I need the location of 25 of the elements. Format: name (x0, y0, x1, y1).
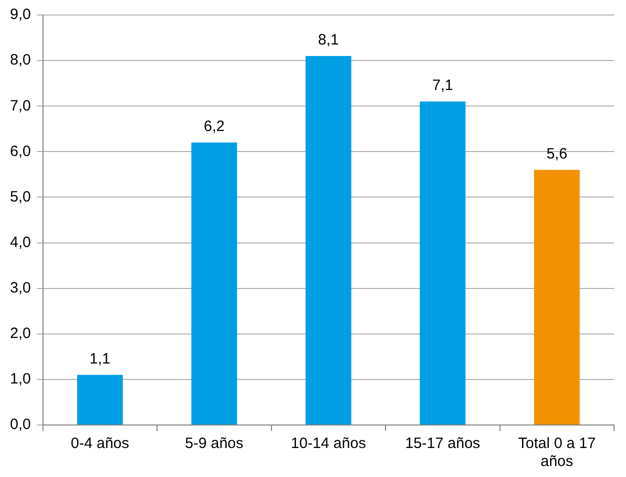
x-tick-label: 0-4 años (70, 435, 130, 452)
x-tick-label: 10-14 años (290, 435, 366, 452)
data-label: 5,6 (546, 146, 568, 163)
y-tick-label: 7,0 (10, 97, 31, 114)
y-tick-label: 0,0 (10, 416, 31, 434)
y-tick-label: 9,0 (10, 6, 31, 24)
x-tick-label: 15-17 años (405, 435, 480, 452)
x-tick-label: Total 0 a 17 años (518, 435, 596, 470)
y-tick-label: 4,0 (10, 234, 31, 251)
bar (191, 142, 238, 424)
data-label: 1,1 (90, 350, 110, 368)
bar (420, 102, 466, 424)
bar (77, 374, 123, 424)
data-label: 6,2 (204, 118, 225, 136)
y-tick-label: 6,0 (10, 142, 31, 160)
data-label: 7,1 (432, 77, 454, 94)
y-tick-label: 2,0 (10, 325, 31, 342)
data-label: 8,1 (318, 32, 339, 49)
bar (534, 170, 580, 424)
bar (306, 56, 352, 424)
y-tick-label: 1,0 (10, 370, 31, 388)
y-tick-label: 5,0 (10, 188, 31, 206)
x-tick-label: 5-9 años (185, 435, 244, 452)
y-tick-label: 8,0 (10, 52, 31, 69)
y-tick-label: 3,0 (10, 279, 31, 296)
